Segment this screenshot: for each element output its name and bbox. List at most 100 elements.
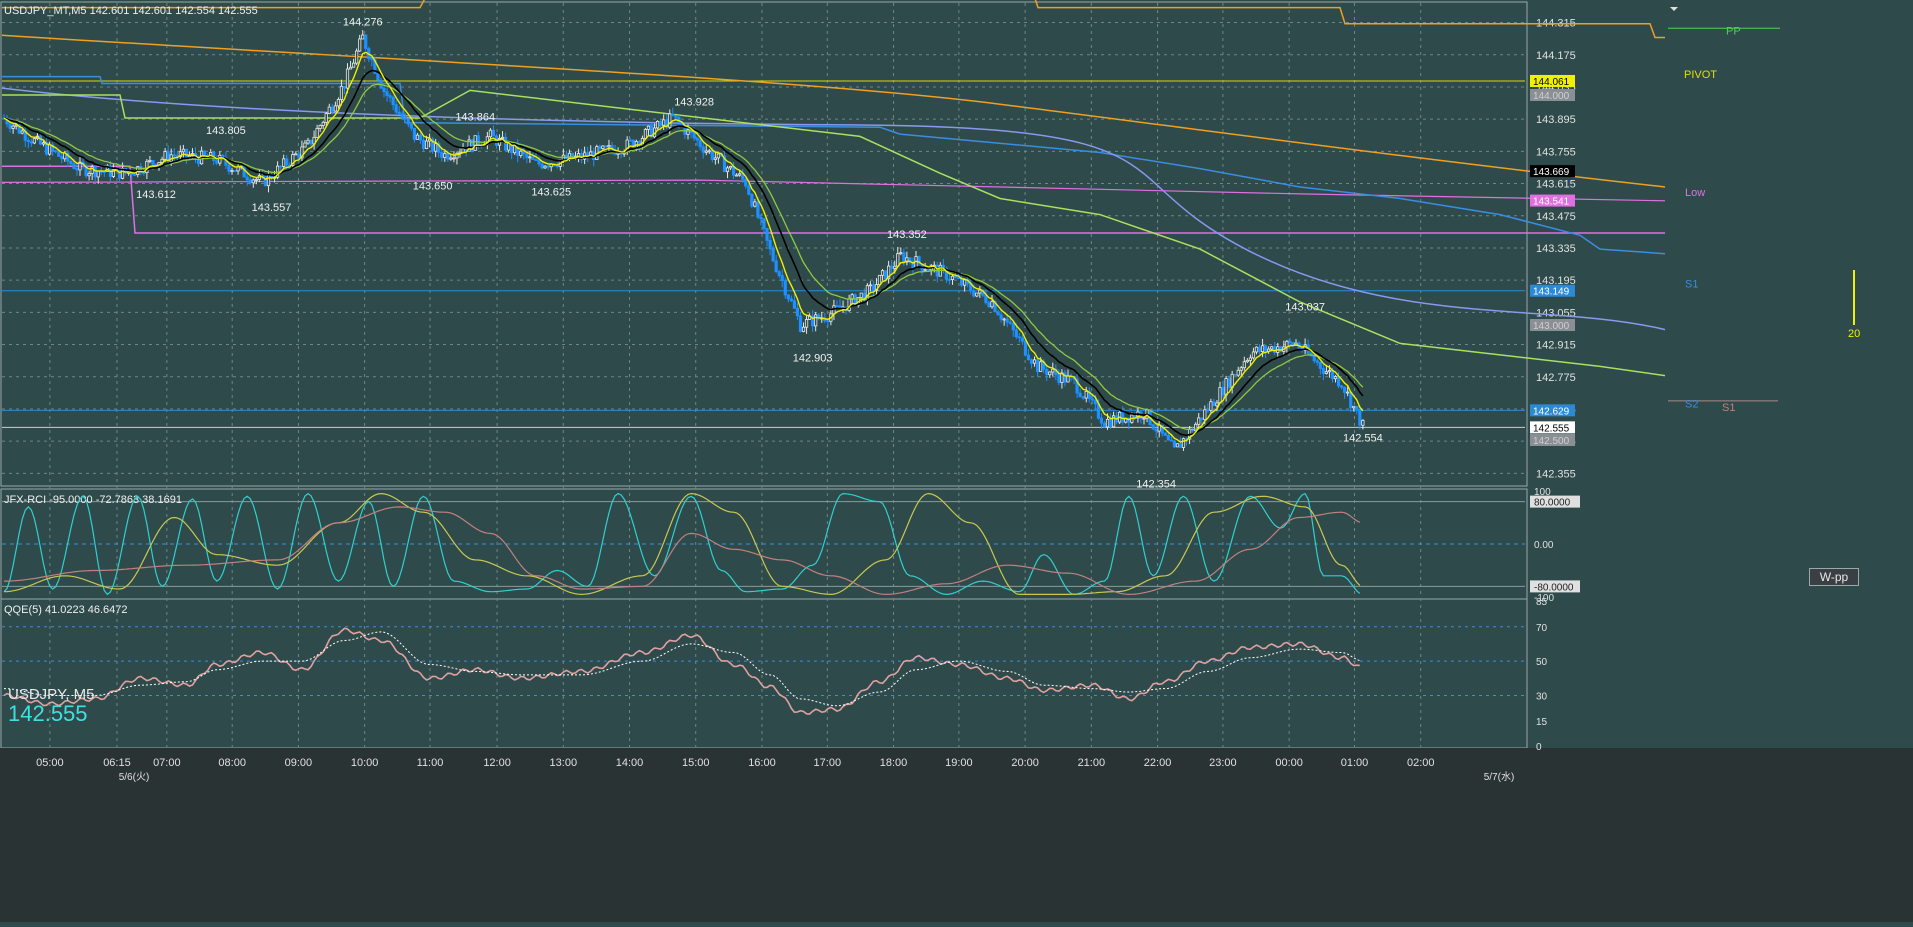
price-badge-label: 142.555 — [1533, 423, 1570, 434]
candle-bear — [1279, 346, 1283, 352]
price-tick-label: 142.915 — [1536, 340, 1576, 352]
candle-bear — [871, 284, 876, 291]
candle-bull — [601, 145, 605, 149]
candle-bull — [1236, 369, 1240, 376]
candle-bull — [1242, 361, 1246, 369]
candle-bear — [1221, 387, 1225, 396]
symbol-header: USDJPY_MT,M5 142.601 142.601 142.554 142… — [4, 5, 258, 17]
candle-bull — [87, 173, 91, 177]
candle-bull — [361, 34, 365, 40]
price-annotation: 143.864 — [455, 111, 495, 123]
rci-level-badge — [1530, 495, 1580, 508]
candle-bear — [1093, 399, 1097, 405]
s1-label: S1 — [1685, 279, 1698, 291]
candle-bull — [306, 139, 310, 144]
candle-bear — [397, 111, 401, 115]
candle-bull — [90, 166, 94, 174]
candle-bear — [1206, 409, 1210, 412]
candle-bull — [1002, 318, 1006, 321]
candle-bear — [1163, 432, 1167, 436]
candle-bull — [1194, 423, 1198, 432]
candle-bull — [424, 140, 429, 149]
candle-bear — [610, 145, 614, 151]
candle-bear — [659, 120, 663, 126]
candle-bear — [166, 151, 170, 162]
candle-bear — [926, 268, 930, 271]
rci-series-line — [3, 492, 1361, 596]
candle-bear — [54, 150, 58, 153]
candle-bull — [978, 289, 982, 294]
candle-bull — [656, 120, 660, 129]
candle-bull — [148, 159, 152, 162]
candle-bull — [348, 66, 353, 70]
candle-bull — [893, 265, 897, 269]
candle-bear — [1330, 370, 1335, 380]
price-badge-label: 143.000 — [1533, 321, 1570, 332]
candle-bear — [698, 139, 702, 148]
candle-bull — [668, 113, 672, 128]
pivot-label: PIVOT — [1684, 69, 1717, 81]
candle-bull — [1175, 443, 1180, 448]
candle-bear — [406, 118, 410, 125]
candle-bull — [120, 167, 125, 179]
candle-bull — [887, 265, 891, 280]
candle-bear — [431, 138, 435, 152]
range-bar-value: 20 — [1848, 328, 1860, 340]
price-annotation: 142.554 — [1343, 433, 1383, 445]
price-badge — [1530, 74, 1575, 87]
candle-bear — [598, 146, 602, 149]
w-pp-button[interactable]: W-pp — [1809, 568, 1859, 586]
candle-bull — [345, 68, 350, 89]
candle-bear — [1200, 417, 1204, 420]
time-tick-label: 12:00 — [483, 757, 511, 769]
pp-label: PP — [1726, 26, 1741, 38]
candle-bear — [795, 307, 800, 317]
time-tick-label: 08:00 — [218, 757, 246, 769]
candle-bull — [1248, 357, 1252, 361]
candle-bear — [72, 163, 76, 169]
candle-bear — [759, 216, 763, 220]
candle-bull — [990, 301, 994, 308]
candle-bull — [1251, 351, 1256, 359]
price-badge-label: 143.541 — [1533, 197, 1570, 208]
candle-bull — [266, 174, 271, 187]
candle-bear — [1057, 374, 1061, 383]
time-tick-label: 18:00 — [880, 757, 908, 769]
date-label-1: 5/6(火) — [119, 771, 150, 783]
candle-bear — [1233, 373, 1237, 376]
candle-bull — [896, 253, 900, 267]
candle-bull — [500, 136, 505, 139]
price-annotation: 143.928 — [674, 97, 714, 109]
candle-bear — [1166, 435, 1170, 441]
candle-bear — [917, 256, 921, 265]
bottom-area — [0, 748, 1913, 922]
candle-bear — [421, 139, 426, 149]
candle-bull — [294, 153, 298, 156]
candle-bull — [686, 129, 690, 135]
candle-bear — [403, 117, 407, 120]
candle-bull — [351, 62, 356, 68]
candle-bear — [902, 252, 906, 263]
candle-bull — [163, 151, 167, 160]
price-badge-label: 142.629 — [1533, 406, 1570, 417]
candle-bull — [519, 150, 523, 156]
candle-bull — [449, 157, 453, 160]
price-badge-label: 144.061 — [1533, 77, 1570, 88]
candle-bear — [376, 72, 380, 81]
rci-series-line — [3, 492, 1361, 596]
resistance-step — [2, 75, 1666, 255]
candle-bear — [412, 127, 417, 140]
candle-bear — [944, 267, 949, 280]
time-tick-label: 23:00 — [1209, 757, 1237, 769]
candle-bull — [96, 170, 100, 178]
candle-bull — [1324, 371, 1328, 374]
candle-bear — [956, 277, 961, 280]
price-tick-label: 142.775 — [1536, 372, 1576, 384]
time-tick-label: 19:00 — [945, 757, 973, 769]
candle-bear — [1063, 372, 1067, 383]
qqe-zero-label: 0 — [1536, 742, 1542, 753]
price-tick-label: 144.175 — [1536, 50, 1576, 62]
candle-bear — [330, 106, 334, 112]
